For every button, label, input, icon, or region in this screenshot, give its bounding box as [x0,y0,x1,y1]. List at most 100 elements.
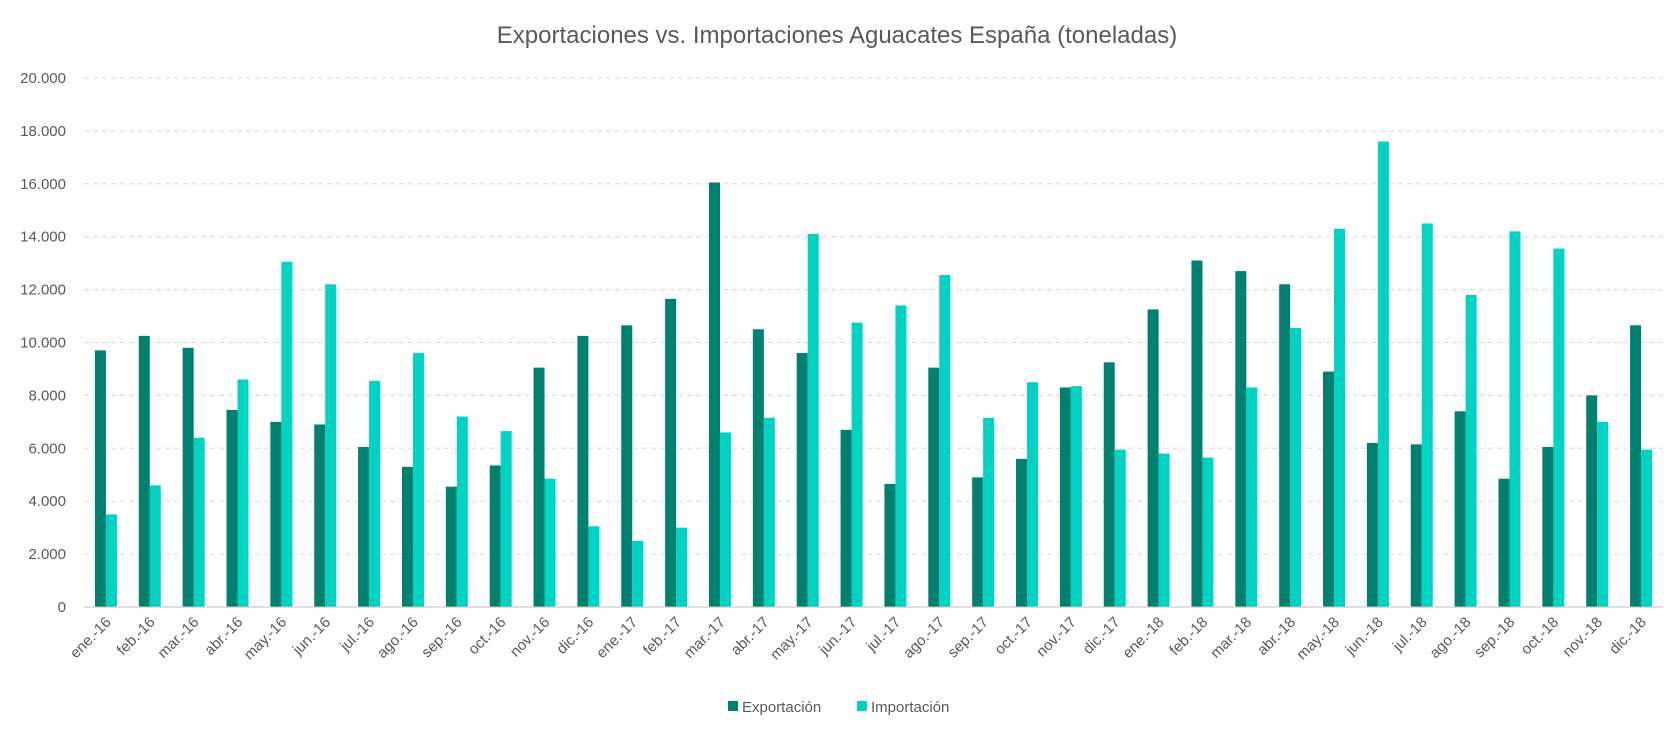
bar-importacion [1377,141,1389,608]
x-tick-label: mar.-17 [681,614,729,662]
x-tick-label: feb.-18 [1166,614,1211,659]
bar-importacion [1114,449,1126,607]
x-tick-label: jun.-17 [815,614,860,659]
bar-importacion [500,431,512,607]
legend-swatch [728,701,738,711]
bar-importacion [807,234,819,607]
y-tick-label: 14.000 [20,229,66,246]
bar-exportacion [796,353,808,607]
gridlines [84,77,1663,555]
y-tick-label: 4.000 [28,493,66,510]
bar-exportacion [1059,387,1071,607]
legend: Exportación Importación [728,699,949,716]
bar-importacion [1465,294,1477,607]
bar-importacion [588,526,600,607]
y-tick-label: 20.000 [20,70,66,87]
bar-exportacion [752,329,764,607]
bar-importacion [1158,453,1170,607]
bar-importacion [369,380,381,607]
legend-label: Importación [871,699,949,716]
bar-importacion [719,432,731,607]
bar-exportacion [226,409,238,607]
bar-exportacion [1498,478,1510,607]
x-tick-label: abr.-18 [1254,614,1299,659]
x-tick-label: abr.-16 [201,614,246,659]
x-tick-label: ene.-18 [1119,614,1167,662]
bar-exportacion [928,367,940,607]
bar-exportacion [1630,325,1642,607]
bar-exportacion [1016,458,1028,607]
y-tick-label: 8.000 [28,387,66,404]
y-tick-label: 6.000 [28,440,66,457]
bars [94,141,1653,608]
y-tick-label: 12.000 [20,282,66,299]
bar-exportacion [708,182,720,608]
bar-exportacion [1103,362,1115,607]
bar-exportacion [840,429,852,607]
x-tick-label: nov.-17 [1033,614,1080,661]
x-tick-label: ago.-17 [900,614,948,662]
bar-importacion [851,322,863,607]
bar-exportacion [1279,284,1291,607]
bar-importacion [676,527,688,607]
bar-importacion [193,437,205,607]
bar-importacion [456,416,468,607]
x-tick-label: oct.-18 [1518,614,1562,658]
bar-exportacion [401,466,413,607]
x-tick-label: sep.-17 [945,614,992,661]
x-tick-label: abr.-17 [728,614,773,659]
y-tick-label: 2.000 [28,546,66,563]
bar-importacion [939,275,951,607]
y-tick-label: 10.000 [20,335,66,352]
bar-importacion [325,284,337,607]
bar-exportacion [1147,309,1159,607]
chart-title: Exportaciones vs. Importaciones Aguacate… [497,22,1177,49]
bar-exportacion [94,350,106,607]
y-tick-label: 0 [58,599,66,616]
x-tick-label: ene.-17 [593,614,641,662]
bar-importacion [1553,248,1565,608]
bar-importacion [1597,421,1609,607]
x-tick-label: ago.-18 [1426,614,1474,662]
bar-importacion [281,261,293,607]
bar-importacion [1246,387,1258,607]
bar-importacion [1202,457,1214,607]
x-tick-label: jul.-17 [863,614,905,656]
bar-importacion [1421,223,1433,607]
bar-exportacion [533,367,545,607]
x-tick-label: dic.-17 [1080,614,1124,658]
x-tick-label: nov.-18 [1559,614,1606,661]
bar-exportacion [445,486,457,607]
bar-importacion [1070,386,1082,607]
bar-importacion [412,353,424,607]
bar-exportacion [138,335,150,607]
bar-exportacion [489,465,501,607]
bar-importacion [1027,382,1039,607]
x-tick-label: jun.-18 [1342,614,1387,659]
bar-exportacion [1454,411,1466,607]
x-tick-label: oct.-16 [465,614,509,658]
bar-importacion [149,485,161,607]
legend-label: Exportación [742,699,821,716]
bar-importacion [632,540,644,607]
x-tick-label: nov.-16 [507,614,554,661]
x-tick-label: sep.-16 [418,614,465,661]
bar-exportacion [182,347,194,607]
bar-exportacion [1366,443,1378,607]
bar-exportacion [270,421,282,607]
bar-exportacion [1323,371,1335,607]
x-tick-label: mar.-16 [154,614,202,662]
x-tick-label: jul.-18 [1389,614,1431,656]
x-tick-label: sep.-18 [1471,614,1518,661]
bar-exportacion [1235,271,1247,607]
x-tick-label: ene.-16 [67,614,115,662]
bar-exportacion [358,446,370,607]
x-tick-label: dic.-16 [553,614,597,658]
x-tick-label: may.-16 [241,614,291,664]
x-tick-label: jul.-16 [336,614,378,656]
bar-exportacion [972,477,984,607]
y-tick-label: 18.000 [20,123,66,140]
x-tick-label: feb.-17 [640,614,685,659]
bar-exportacion [314,424,326,607]
